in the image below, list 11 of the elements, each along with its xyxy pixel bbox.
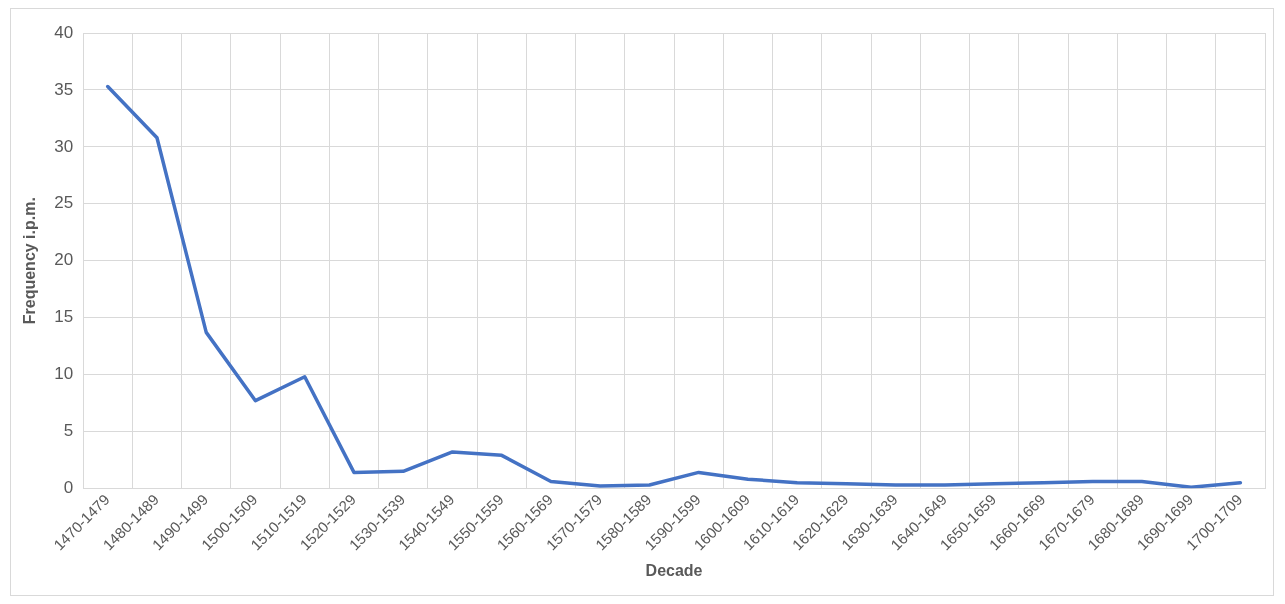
y-tick-label: 5 <box>63 421 74 441</box>
y-tick-label: 20 <box>54 250 74 270</box>
y-tick-label: 10 <box>54 364 74 384</box>
y-tick-label: 35 <box>54 79 74 99</box>
y-axis-title: Frequency i.p.m. <box>21 197 39 325</box>
y-tick-label: 0 <box>63 478 74 498</box>
y-tick-label: 40 <box>54 22 74 42</box>
x-axis-title: Decade <box>645 561 703 579</box>
y-tick-label: 30 <box>54 136 74 156</box>
y-tick-label: 25 <box>54 193 74 213</box>
y-tick-label: 15 <box>54 307 74 327</box>
